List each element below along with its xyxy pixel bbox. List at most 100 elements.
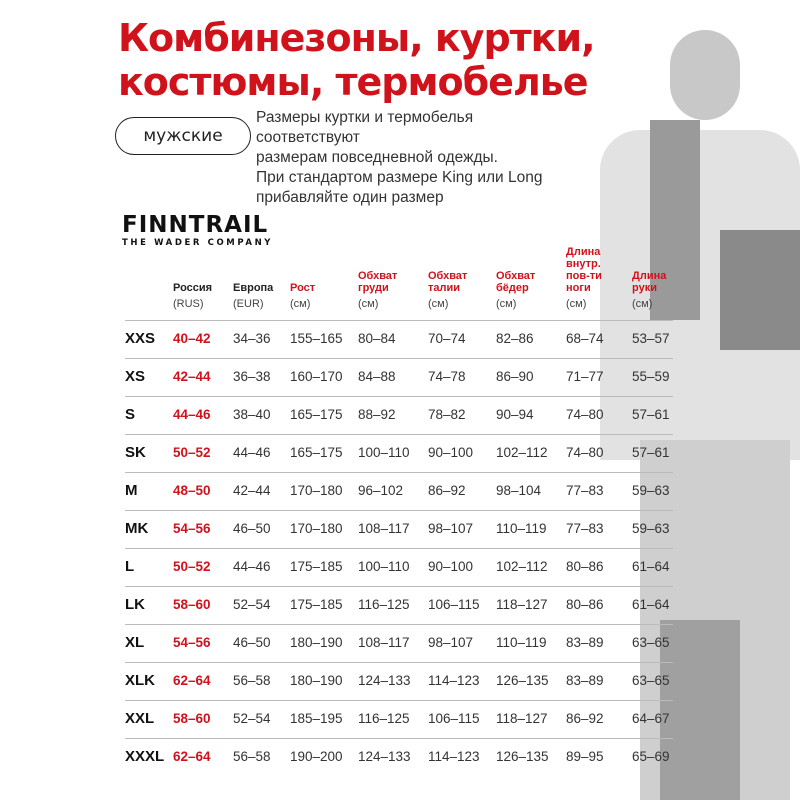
table-cell: 38–40 [233, 407, 271, 422]
table-cell: 110–119 [496, 521, 547, 536]
table-cell: 114–123 [428, 749, 480, 764]
brand-tagline: THE WADER COMPANY [122, 238, 274, 248]
column-header: Европа (EUR) [233, 250, 288, 310]
note-line: прибавляйте один размер [256, 189, 444, 206]
column-label: Обхват бёдер [496, 270, 536, 294]
table-cell: 118–127 [496, 711, 548, 726]
table-cell: 54–56 [173, 635, 211, 650]
column-unit: (см) [428, 298, 449, 310]
table-row: MK 54–56 46–50 170–180 108–117 98–107 110–119 7… [125, 510, 673, 548]
table-cell: 74–80 [566, 407, 604, 422]
column-header: Обхват талии (см) [428, 250, 490, 310]
table-cell: 77–83 [566, 521, 604, 536]
table-cell: 64–67 [632, 711, 670, 726]
table-cell: 36–38 [233, 369, 271, 384]
table-row: XXS 40–42 34–36 155–165 80–84 70–74 82–86 68–74… [125, 320, 673, 358]
table-row: M 48–50 42–44 170–180 96–102 86–92 98–104 77–83… [125, 472, 673, 510]
table-cell: 50–52 [173, 445, 211, 460]
table-cell: 40–42 [173, 331, 211, 346]
table-cell: 98–107 [428, 521, 474, 536]
table-cell: 42–44 [233, 483, 271, 498]
table-cell: 108–117 [358, 521, 410, 536]
table-cell: 86–92 [428, 483, 466, 498]
column-label: Длина внутр. пов-ти ноги [566, 246, 602, 294]
table-row: XXL 58–60 52–54 185–195 116–125 106–115 118–12… [125, 700, 673, 738]
size-note: Размеры куртки и термобелья соответствую… [256, 108, 556, 208]
table-cell: 84–88 [358, 369, 396, 384]
table-cell: 165–175 [290, 445, 343, 460]
column-label: Длина руки [632, 270, 667, 294]
table-cell: 190–200 [290, 749, 343, 764]
table-cell: 65–69 [632, 749, 670, 764]
column-label: Россия [173, 282, 213, 294]
table-cell: 63–65 [632, 673, 670, 688]
table-cell: 118–127 [496, 597, 548, 612]
size-cell: M [125, 482, 138, 499]
table-cell: 57–61 [632, 445, 670, 460]
column-unit: (см) [632, 298, 653, 310]
table-cell: 102–112 [496, 559, 548, 574]
size-cell: XXS [125, 330, 156, 347]
table-row: XL 54–56 46–50 180–190 108–117 98–107 110–119 8… [125, 624, 673, 662]
table-cell: 71–77 [566, 369, 604, 384]
table-cell: 170–180 [290, 483, 343, 498]
table-cell: 55–59 [632, 369, 670, 384]
table-cell: 80–86 [566, 597, 604, 612]
column-header: Длина руки (см) [632, 250, 682, 310]
table-cell: 102–112 [496, 445, 548, 460]
table-cell: 185–195 [290, 711, 343, 726]
table-cell: 44–46 [233, 559, 271, 574]
table-cell: 116–125 [358, 711, 410, 726]
table-cell: 57–61 [632, 407, 670, 422]
table-cell: 96–102 [358, 483, 404, 498]
table-row: SK 50–52 44–46 165–175 100–110 90–100 102–112 7… [125, 434, 673, 472]
table-cell: 114–123 [428, 673, 480, 688]
table-cell: 61–64 [632, 559, 670, 574]
model-photo-background [520, 0, 800, 800]
column-header: Рост (см) [290, 250, 350, 310]
size-cell: XXL [125, 710, 155, 727]
title-line: костюмы, термобелье [118, 60, 589, 104]
size-cell: S [125, 406, 136, 423]
table-cell: 126–135 [496, 749, 549, 764]
table-cell: 78–82 [428, 407, 466, 422]
table-cell: 56–58 [233, 749, 271, 764]
table-cell: 59–63 [632, 521, 670, 536]
table-cell: 62–64 [173, 749, 211, 764]
table-row: XXXL 62–64 56–58 190–200 124–133 114–123 126–1… [125, 738, 673, 776]
table-cell: 90–100 [428, 445, 474, 460]
table-cell: 46–50 [233, 635, 271, 650]
table-cell: 77–83 [566, 483, 604, 498]
table-cell: 106–115 [428, 597, 480, 612]
table-cell: 89–95 [566, 749, 604, 764]
table-cell: 83–89 [566, 635, 604, 650]
column-label: Обхват груди [358, 270, 398, 294]
table-cell: 116–125 [358, 597, 410, 612]
table-cell: 124–133 [358, 673, 411, 688]
note-line: При стандартом размере King или Long [256, 169, 543, 186]
table-cell: 61–64 [632, 597, 670, 612]
table-cell: 34–36 [233, 331, 271, 346]
table-cell: 106–115 [428, 711, 480, 726]
table-cell: 90–94 [496, 407, 534, 422]
size-cell: SK [125, 444, 146, 461]
column-unit: (см) [566, 298, 587, 310]
table-cell: 83–89 [566, 673, 604, 688]
table-cell: 58–60 [173, 711, 211, 726]
table-cell: 80–84 [358, 331, 396, 346]
table-cell: 98–107 [428, 635, 474, 650]
table-row: XS 42–44 36–38 160–170 84–88 74–78 86–90 71–77 5… [125, 358, 673, 396]
table-row: LK 58–60 52–54 175–185 116–125 106–115 118–127… [125, 586, 673, 624]
size-cell: XXXL [125, 748, 165, 765]
size-cell: L [125, 558, 135, 575]
table-cell: 74–80 [566, 445, 604, 460]
table-cell: 100–110 [358, 445, 410, 460]
table-cell: 52–54 [233, 711, 271, 726]
column-unit: (EUR) [233, 298, 264, 310]
column-header: Обхват бёдер (см) [496, 250, 558, 310]
note-line: размерам повседневной одежды. [256, 149, 498, 166]
table-cell: 170–180 [290, 521, 343, 536]
size-cell: MK [125, 520, 149, 537]
table-cell: 88–92 [358, 407, 396, 422]
table-cell: 86–92 [566, 711, 604, 726]
